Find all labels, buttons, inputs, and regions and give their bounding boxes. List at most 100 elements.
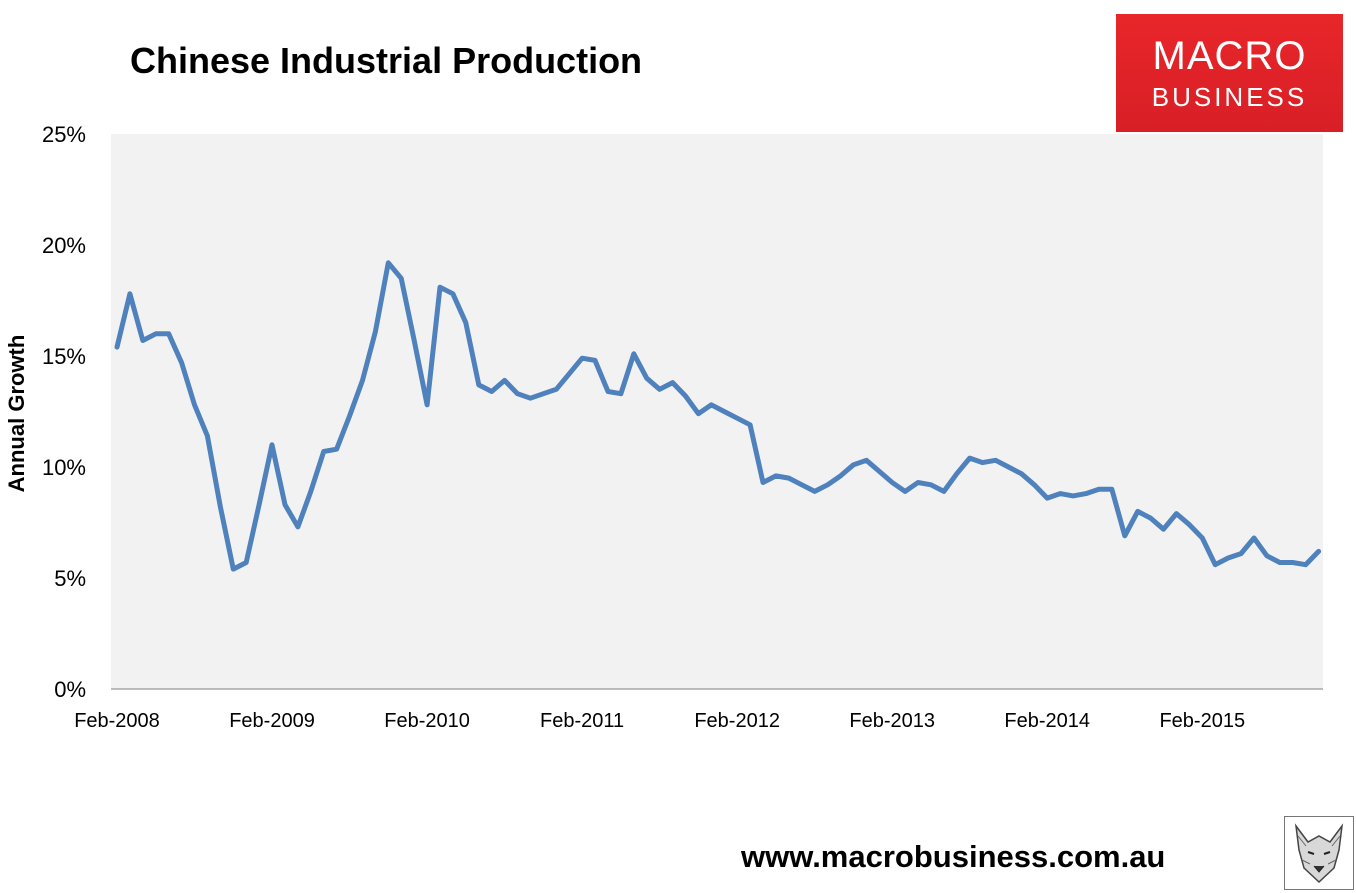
x-tick-label: Feb-2011 — [540, 710, 624, 732]
data-point — [1277, 560, 1282, 565]
data-point — [1096, 487, 1101, 492]
data-point — [670, 380, 675, 385]
data-point — [954, 471, 959, 476]
y-tick-label: 20% — [42, 233, 86, 258]
x-tick-label: Feb-2014 — [1004, 710, 1090, 732]
data-point — [463, 320, 468, 325]
data-point — [438, 285, 442, 290]
data-point — [825, 482, 830, 487]
data-point — [877, 469, 882, 474]
data-point — [890, 480, 895, 485]
data-point — [347, 413, 352, 418]
data-point — [321, 449, 326, 454]
data-point — [683, 394, 688, 398]
y-tick-label: 0% — [54, 677, 86, 702]
x-tick-label: Feb-2013 — [849, 710, 935, 732]
y-axis-ticks: 0% 5% 10% 15% 20% 25% — [42, 122, 86, 702]
data-point — [1226, 556, 1231, 560]
data-point — [786, 476, 791, 481]
x-tick-label: Feb-2015 — [1159, 710, 1245, 732]
data-point — [606, 389, 610, 394]
data-point — [851, 462, 856, 467]
data-point — [386, 260, 391, 265]
data-point — [748, 422, 753, 427]
data-point — [799, 482, 804, 487]
data-point — [1187, 522, 1192, 527]
data-point — [864, 458, 869, 463]
data-point — [812, 489, 817, 494]
data-point — [476, 382, 481, 387]
data-point — [1019, 471, 1024, 476]
data-point — [166, 331, 171, 336]
data-point — [308, 489, 313, 494]
data-point — [1264, 553, 1269, 558]
data-point — [127, 291, 132, 296]
data-point — [373, 329, 378, 334]
x-tick-label: Feb-2008 — [74, 710, 160, 732]
data-point — [257, 502, 262, 507]
x-tick-label: Feb-2010 — [384, 710, 470, 732]
data-point — [502, 378, 507, 383]
data-point — [1122, 533, 1127, 538]
data-point — [1316, 549, 1321, 554]
data-point — [980, 460, 985, 465]
data-point — [567, 371, 572, 376]
data-point — [192, 402, 197, 407]
data-point — [1239, 551, 1243, 556]
data-point — [1084, 491, 1088, 496]
data-point — [153, 331, 158, 336]
x-axis-ticks: Feb-2008 Feb-2009 Feb-2010 Feb-2011 Feb-2012… — [74, 710, 1245, 732]
logo-line-2: BUSINESS — [1151, 82, 1308, 112]
data-point — [761, 480, 765, 485]
data-points — [115, 260, 1321, 572]
data-point — [1045, 496, 1050, 501]
data-point — [1303, 562, 1308, 567]
data-point — [657, 387, 662, 392]
data-point — [179, 360, 184, 365]
data-point — [580, 356, 585, 361]
data-point — [967, 456, 972, 461]
data-point — [941, 489, 946, 494]
y-tick-label: 25% — [42, 122, 86, 147]
data-point — [399, 276, 404, 281]
data-point — [696, 411, 701, 416]
data-point — [1071, 493, 1076, 498]
data-point — [1161, 527, 1166, 532]
data-point — [773, 473, 778, 478]
data-point — [1058, 491, 1063, 496]
data-point — [140, 338, 145, 343]
fox-sketch-icon — [1284, 816, 1354, 890]
data-point — [270, 442, 274, 447]
data-point — [722, 409, 727, 414]
data-point — [735, 416, 740, 421]
data-point — [1290, 560, 1295, 565]
data-point — [295, 524, 300, 529]
data-point — [412, 338, 417, 343]
data-point — [916, 480, 920, 485]
data-point — [838, 473, 843, 478]
chart-title: Chinese Industrial Production — [130, 40, 643, 81]
data-point — [115, 345, 119, 350]
data-point — [1213, 562, 1218, 567]
data-point — [231, 567, 236, 572]
data-point — [334, 447, 339, 452]
data-point — [515, 391, 520, 396]
data-point — [1109, 487, 1114, 492]
y-tick-label: 10% — [42, 455, 86, 480]
data-point — [1148, 516, 1153, 521]
data-point — [929, 482, 933, 487]
data-point — [1006, 465, 1011, 469]
data-point — [541, 391, 546, 396]
data-point — [283, 502, 287, 507]
series-line-industrial-production — [114, 260, 1322, 572]
data-point — [593, 358, 597, 363]
data-point — [554, 387, 559, 392]
data-point — [644, 376, 649, 381]
data-point — [425, 402, 430, 407]
plot-area — [111, 134, 1323, 689]
y-axis-label: Annual Growth — [4, 335, 29, 493]
y-tick-label: 15% — [42, 344, 86, 369]
data-point — [218, 505, 223, 509]
data-point — [489, 389, 494, 394]
